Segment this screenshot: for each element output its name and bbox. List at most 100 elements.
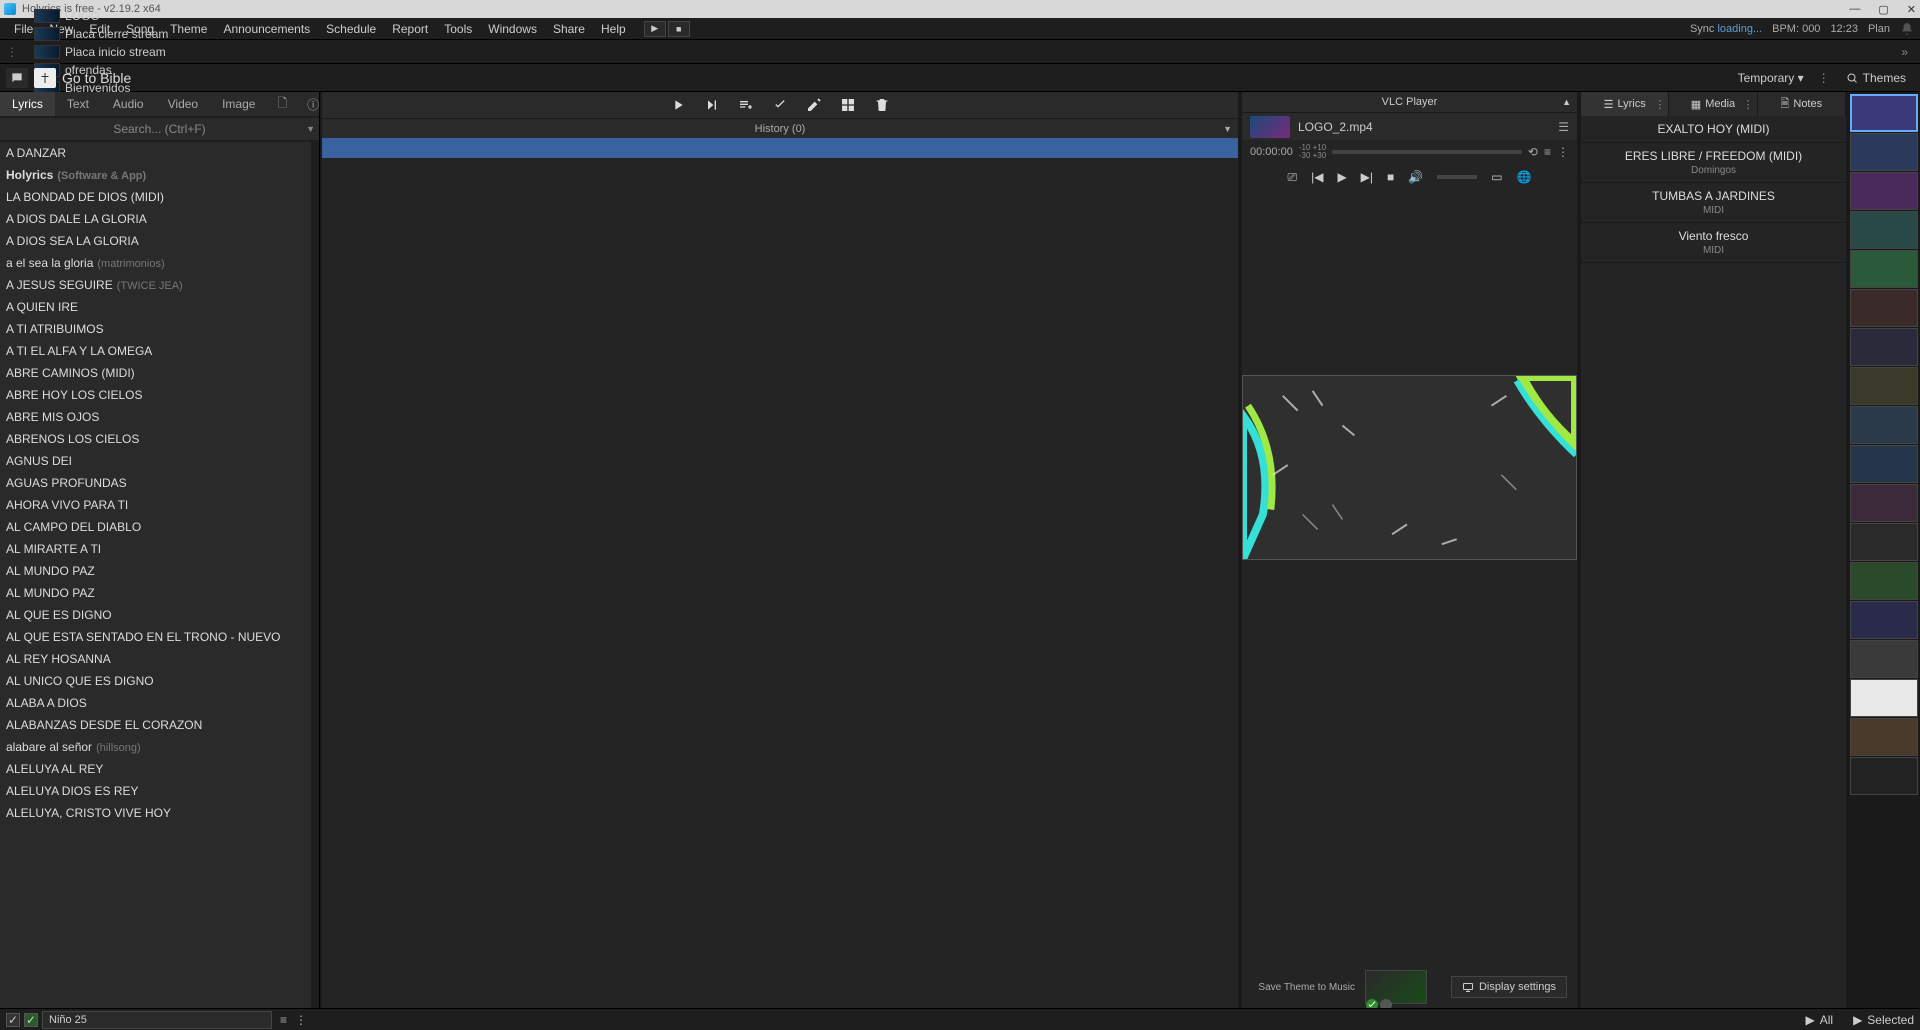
theme-thumbnail[interactable] (1365, 970, 1427, 1004)
vlc-play-icon[interactable]: ▶ (1337, 170, 1346, 184)
song-item[interactable]: ALABA A DIOS (0, 692, 311, 714)
song-item[interactable]: AGUAS PROFUNDAS (0, 472, 311, 494)
menu-share[interactable]: Share (545, 20, 593, 38)
chat-icon[interactable] (6, 68, 28, 88)
song-item[interactable]: ALELUYA AL REY (0, 758, 311, 780)
plan-button[interactable]: Plan (1868, 23, 1890, 35)
playlist-add-icon[interactable] (738, 97, 754, 113)
minimize-button[interactable]: — (1849, 3, 1860, 16)
schedule-item[interactable]: TUMBAS A JARDINESMIDI (1581, 183, 1846, 223)
history-dropdown-icon[interactable]: ▼ (1223, 124, 1232, 134)
menu-stop-button[interactable]: ■ (668, 21, 690, 37)
vlc-volume-slider[interactable] (1437, 175, 1477, 179)
bell-icon[interactable] (1900, 22, 1914, 36)
vlc-header[interactable]: VLC Player ▲ (1242, 92, 1577, 112)
theme-thumbnail-13[interactable] (1850, 601, 1918, 639)
song-item[interactable]: ALELUYA, CRISTO VIVE HOY (0, 802, 311, 824)
check-icon[interactable] (772, 97, 788, 113)
edit-icon[interactable] (806, 97, 822, 113)
next-icon[interactable] (704, 97, 720, 113)
temporary-more[interactable]: ⋮ (1818, 71, 1830, 85)
theme-thumbnail-2[interactable] (1850, 172, 1918, 210)
schedule-item[interactable]: EXALTO HOY (MIDI) (1581, 116, 1846, 143)
play-icon[interactable] (670, 97, 686, 113)
song-item[interactable]: ALELUYA DIOS ES REY (0, 780, 311, 802)
vlc-playlist-icon[interactable]: ☰ (1558, 120, 1569, 134)
song-item[interactable]: ABRE CAMINOS (MIDI) (0, 362, 311, 384)
song-item[interactable]: Holyrics(Software & App) (0, 164, 311, 186)
all-button[interactable]: ▶ All (1805, 1013, 1833, 1027)
theme-thumbnail-14[interactable] (1850, 640, 1918, 678)
menu-windows[interactable]: Windows (480, 20, 545, 38)
list-view-icon[interactable]: ≡ (280, 1013, 287, 1027)
history-bar[interactable]: History (0) ▼ (322, 118, 1238, 138)
vlc-globe-icon[interactable]: 🌐 (1517, 170, 1532, 184)
selected-button[interactable]: ▶ Selected (1853, 1013, 1914, 1027)
vlc-collapse-icon[interactable]: ▲ (1562, 97, 1571, 107)
search-input[interactable]: Search... (Ctrl+F) ▼ (0, 118, 319, 140)
list-more-icon[interactable]: ⋮ (295, 1013, 307, 1027)
vlc-next-icon[interactable]: ▶| (1361, 170, 1373, 184)
theme-thumbnail-5[interactable] (1850, 289, 1918, 327)
tab-media[interactable]: ▦ Media⋮ (1669, 92, 1757, 116)
theme-thumbnail-16[interactable] (1850, 718, 1918, 756)
checkbox-2[interactable]: ✓ (24, 1013, 38, 1027)
tab-video[interactable]: Video (156, 92, 210, 116)
song-item[interactable]: AL MUNDO PAZ (0, 582, 311, 604)
vlc-cast-icon[interactable]: ⎚ (1287, 170, 1297, 185)
grip-icon[interactable]: ⋮ (6, 45, 18, 59)
song-item[interactable]: A DANZAR (0, 142, 311, 164)
search-dropdown-icon[interactable]: ▼ (306, 124, 315, 134)
song-item[interactable]: AL UNICO QUE ES DIGNO (0, 670, 311, 692)
bible-icon[interactable] (34, 68, 56, 88)
song-item[interactable]: ABRE HOY LOS CIELOS (0, 384, 311, 406)
checkbox-1[interactable]: ✓ (6, 1013, 20, 1027)
theme-thumbnail-0[interactable] (1850, 94, 1918, 132)
song-item[interactable]: a el sea la gloria(matrimonios) (0, 252, 311, 274)
song-item[interactable]: ABRENOS LOS CIELOS (0, 428, 311, 450)
theme-thumbnail-8[interactable] (1850, 406, 1918, 444)
song-item[interactable]: ABRE MIS OJOS (0, 406, 311, 428)
favorite-logo[interactable]: LOGO (26, 7, 176, 25)
temporary-dropdown[interactable]: Temporary ▾ (1732, 68, 1810, 88)
vlc-more-icon[interactable]: ⋮ (1557, 145, 1569, 159)
song-item[interactable]: AHORA VIVO PARA TI (0, 494, 311, 516)
close-button[interactable]: ✕ (1907, 3, 1916, 16)
song-item[interactable]: LA BONDAD DE DIOS (MIDI) (0, 186, 311, 208)
song-item[interactable]: AL MUNDO PAZ (0, 560, 311, 582)
vlc-progress[interactable] (1332, 150, 1522, 154)
song-item[interactable]: alabare al señor(hillsong) (0, 736, 311, 758)
tab-file-icon[interactable]: 🗋 (267, 92, 297, 116)
song-item[interactable]: A TI EL ALFA Y LA OMEGA (0, 340, 311, 362)
song-item[interactable]: A DIOS SEA LA GLORIA (0, 230, 311, 252)
song-item[interactable]: AL QUE ES DIGNO (0, 604, 311, 626)
theme-thumbnail-17[interactable] (1850, 757, 1918, 795)
song-item[interactable]: A JESUS SEGUIRE(TWICE JEA) (0, 274, 311, 296)
theme-thumbnail-11[interactable] (1850, 523, 1918, 561)
song-item[interactable]: A TI ATRIBUIMOS (0, 318, 311, 340)
song-item[interactable]: AL CAMPO DEL DIABLO (0, 516, 311, 538)
schedule-item[interactable]: ERES LIBRE / FREEDOM (MIDI)Domingos (1581, 143, 1846, 183)
song-item[interactable]: A QUIEN IRE (0, 296, 311, 318)
themes-button[interactable]: Themes (1838, 68, 1914, 88)
favorite-placa-cierre-stream[interactable]: Placa cierre stream (26, 25, 176, 43)
expand-favorites[interactable]: » (1895, 45, 1914, 59)
vlc-list-icon[interactable]: ≡ (1544, 145, 1551, 159)
menu-tools[interactable]: Tools (436, 20, 480, 38)
vlc-stop-icon[interactable]: ■ (1387, 170, 1394, 184)
schedule-item[interactable]: Viento frescoMIDI (1581, 223, 1846, 263)
favorite-placa-inicio-stream[interactable]: Placa inicio stream (26, 43, 176, 61)
menu-schedule[interactable]: Schedule (318, 20, 384, 38)
vlc-loop-icon[interactable]: ⟲ (1528, 145, 1538, 159)
vlc-adj-30[interactable]: -30 +30 (1299, 152, 1326, 160)
menu-announcements[interactable]: Announcements (215, 20, 318, 38)
tab-lyrics[interactable]: ☰ Lyrics⋮ (1581, 92, 1669, 116)
theme-thumbnail-10[interactable] (1850, 484, 1918, 522)
tab-notes[interactable]: 🗎 Notes (1758, 92, 1846, 116)
song-item[interactable]: ALABANZAS DESDE EL CORAZON (0, 714, 311, 736)
maximize-button[interactable]: ▢ (1878, 3, 1888, 16)
menu-help[interactable]: Help (593, 20, 634, 38)
tab-image[interactable]: Image (210, 92, 267, 116)
song-item[interactable]: AL REY HOSANNA (0, 648, 311, 670)
theme-thumbnail-4[interactable] (1850, 250, 1918, 288)
